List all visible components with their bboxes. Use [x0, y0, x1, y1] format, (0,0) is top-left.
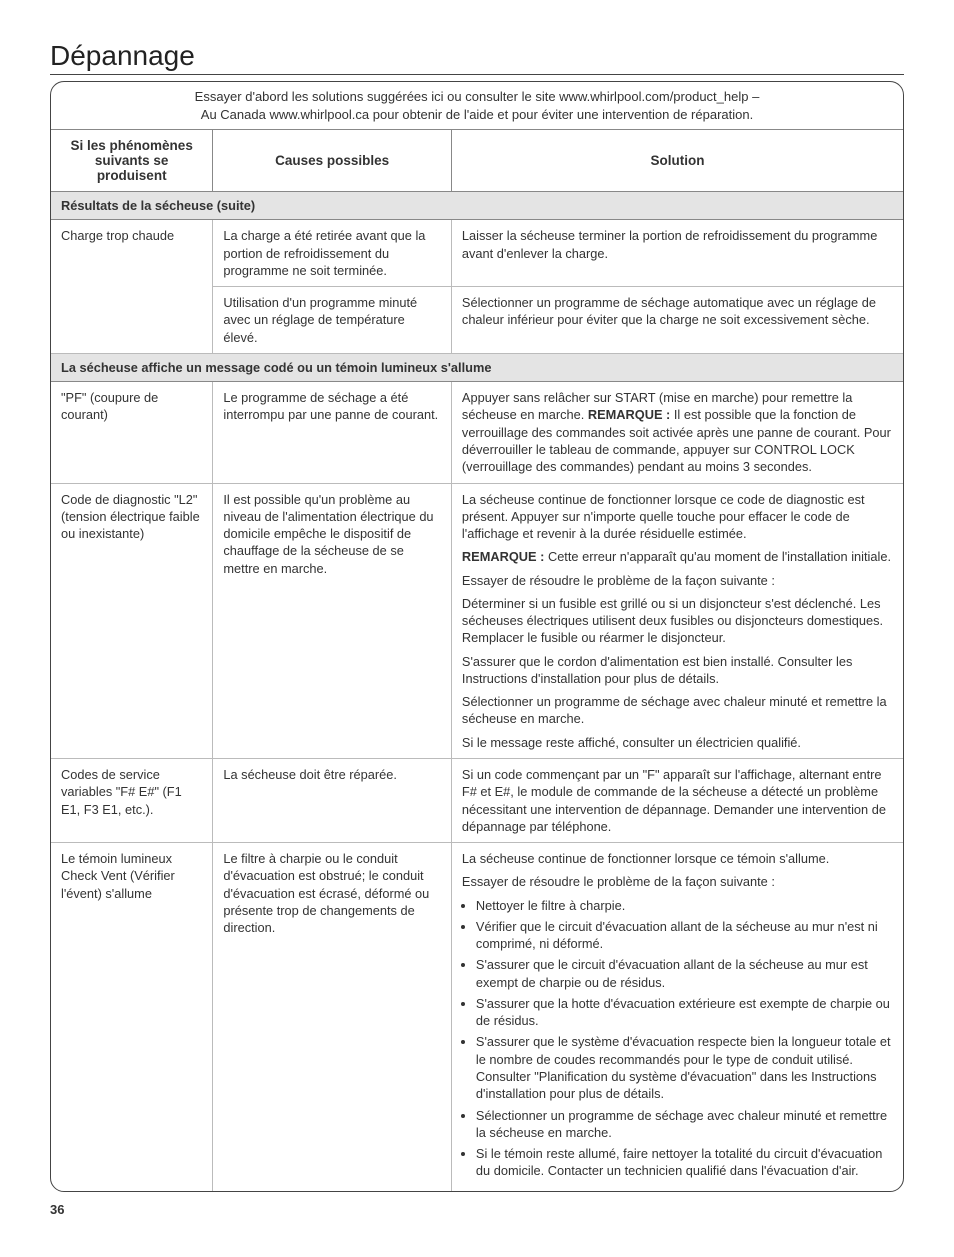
cell-solution: La sécheuse continue de fonctionner lors… — [451, 483, 903, 758]
intro-line-2: Au Canada www.whirlpool.ca pour obtenir … — [201, 107, 753, 122]
header-solution: Solution — [451, 130, 903, 192]
bullet-item: Sélectionner un programme de séchage ave… — [476, 1107, 893, 1142]
cell-solution: Appuyer sans relâcher sur START (mise en… — [451, 382, 903, 483]
solution-para: Si le message reste affiché, consulter u… — [462, 734, 893, 751]
section-row: Résultats de la sécheuse (suite) — [51, 192, 903, 220]
remarque-label: REMARQUE : — [462, 549, 544, 564]
cell-phenom: Codes de service variables "F# E#" (F1 E… — [51, 759, 213, 843]
header-causes: Causes possibles — [213, 130, 452, 192]
bullet-item: S'assurer que le système d'évacuation re… — [476, 1033, 893, 1102]
bullet-item: Vérifier que le circuit d'évacuation all… — [476, 918, 893, 953]
solution-text: Cette erreur n'apparaît qu'au moment de … — [544, 549, 891, 564]
solution-para: Essayer de résoudre le problème de la fa… — [462, 572, 893, 589]
cell-cause: Utilisation d'un programme minuté avec u… — [213, 287, 452, 354]
table-row: "PF" (coupure de courant) Le programme d… — [51, 382, 903, 483]
cell-cause: Il est possible qu'un problème au niveau… — [213, 483, 452, 758]
cell-solution: Laisser la sécheuse terminer la portion … — [451, 220, 903, 287]
remarque-label: REMARQUE : — [588, 407, 670, 422]
section-title-codes: La sécheuse affiche un message codé ou u… — [51, 353, 903, 381]
solution-bullets: Nettoyer le filtre à charpie. Vérifier q… — [462, 897, 893, 1180]
cell-solution: Sélectionner un programme de séchage aut… — [451, 287, 903, 354]
table-row: Codes de service variables "F# E#" (F1 E… — [51, 759, 903, 843]
section-row: La sécheuse affiche un message codé ou u… — [51, 353, 903, 381]
table-row: Code de diagnostic "L2" (tension électri… — [51, 483, 903, 758]
bullet-item: Nettoyer le filtre à charpie. — [476, 897, 893, 914]
table-row: Charge trop chaude La charge a été retir… — [51, 220, 903, 287]
table-row: Le témoin lumineux Check Vent (Vérifier … — [51, 843, 903, 1191]
solution-para: La sécheuse continue de fonctionner lors… — [462, 491, 893, 543]
solution-para: La sécheuse continue de fonctionner lors… — [462, 850, 893, 867]
cell-cause: Le filtre à charpie ou le conduit d'évac… — [213, 843, 452, 1191]
cell-phenom: Code de diagnostic "L2" (tension électri… — [51, 483, 213, 758]
intro-text: Essayer d'abord les solutions suggérées … — [51, 82, 903, 129]
page-number: 36 — [50, 1202, 904, 1217]
troubleshooting-table: Si les phénomènes suivants se produisent… — [51, 129, 903, 1190]
cell-cause: Le programme de séchage a été interrompu… — [213, 382, 452, 483]
solution-para: REMARQUE : Cette erreur n'apparaît qu'au… — [462, 548, 893, 565]
solution-para: Essayer de résoudre le problème de la fa… — [462, 873, 893, 890]
bullet-item: S'assurer que le circuit d'évacuation al… — [476, 956, 893, 991]
header-row: Si les phénomènes suivants se produisent… — [51, 130, 903, 192]
section-title-results: Résultats de la sécheuse (suite) — [51, 192, 903, 220]
cell-cause: La charge a été retirée avant que la por… — [213, 220, 452, 287]
troubleshooting-box: Essayer d'abord les solutions suggérées … — [50, 81, 904, 1192]
bullet-item: S'assurer que la hotte d'évacuation exté… — [476, 995, 893, 1030]
header-phenomena: Si les phénomènes suivants se produisent — [51, 130, 213, 192]
cell-phenom: Charge trop chaude — [51, 220, 213, 354]
solution-para: S'assurer que le cordon d'alimentation e… — [462, 653, 893, 688]
solution-para: Déterminer si un fusible est grillé ou s… — [462, 595, 893, 647]
cell-solution: Si un code commençant par un "F" apparaî… — [451, 759, 903, 843]
cell-solution: La sécheuse continue de fonctionner lors… — [451, 843, 903, 1191]
page-title: Dépannage — [50, 40, 904, 75]
intro-line-1: Essayer d'abord les solutions suggérées … — [195, 89, 760, 104]
cell-phenom: Le témoin lumineux Check Vent (Vérifier … — [51, 843, 213, 1191]
cell-cause: La sécheuse doit être réparée. — [213, 759, 452, 843]
bullet-item: Si le témoin reste allumé, faire nettoye… — [476, 1145, 893, 1180]
cell-phenom: "PF" (coupure de courant) — [51, 382, 213, 483]
solution-para: Sélectionner un programme de séchage ave… — [462, 693, 893, 728]
